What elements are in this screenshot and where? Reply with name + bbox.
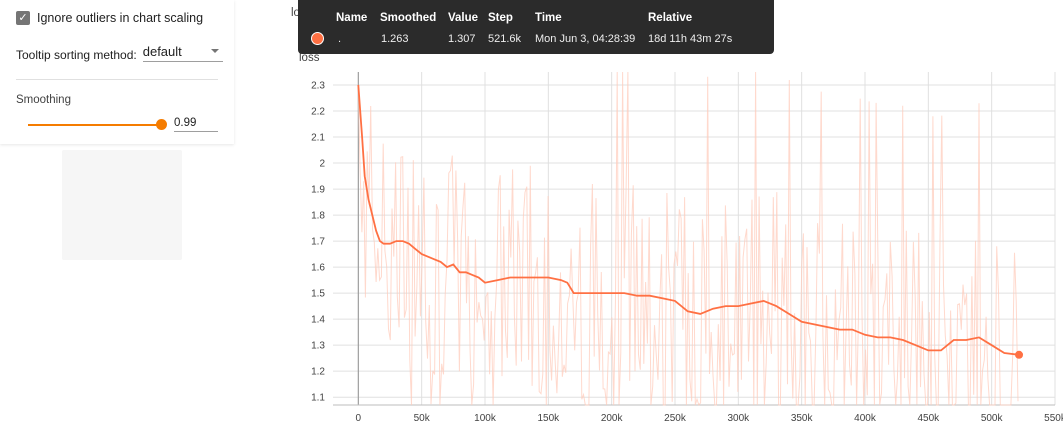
y-tick-label: 1.5 [311,289,325,300]
x-tick-label: 300k [727,413,750,424]
y-tick-label: 1.1 [311,393,325,404]
x-tick-label: 150k [537,413,560,424]
tooltip-header-name: Name [336,12,368,24]
hover-point-marker [1015,350,1024,359]
y-tick-label: 1.7 [311,237,325,248]
chart-title: loss [299,52,320,64]
y-tick-label: 1.3 [311,341,325,352]
y-tick-label: 1.4 [311,315,325,326]
ignore-outliers-row[interactable]: ✓ Ignore outliers in chart scaling [16,11,203,25]
y-tick-label: 1.6 [311,263,325,274]
smoothing-label: Smoothing [16,94,71,106]
tooltip-name-value: . [338,33,342,45]
raw-loss-line [357,71,1019,407]
x-tick-label: 550k [1044,413,1063,424]
x-tick-label: 400k [854,413,877,424]
tooltip-sorting-select[interactable]: default [142,44,223,62]
tooltip-header-relative: Relative [648,12,693,24]
tooltip-sorting-label: Tooltip sorting method: [16,48,137,62]
divider [16,79,218,80]
smoothing-slider-track[interactable] [28,124,161,126]
chart-tooltip: Name Smoothed Value Step Time Relative .… [298,0,774,54]
x-tick-label: 250k [664,413,687,424]
y-tick-label: 2.1 [311,133,325,144]
smoothed-loss-line [357,84,1020,356]
x-tick-label: 0 [356,413,362,424]
background-panel [62,150,182,260]
tooltip-value-value: 1.307 [448,33,476,45]
tooltip-sorting-value: default [142,44,182,59]
tooltip-header-value: Value [448,12,479,24]
y-tick-label: 2 [319,159,325,170]
tooltip-header-time: Time [535,12,562,24]
x-tick-label: 350k [791,413,814,424]
tooltip-header-step: Step [488,12,513,24]
y-tick-label: 1.8 [311,211,325,222]
x-tick-label: 500k [981,413,1004,424]
smoothing-value-input[interactable]: 0.99 [174,117,218,132]
y-tick-label: 2.3 [311,81,325,92]
chart-ticks: 1.1 1.2 1.3 1.4 1.5 1.6 1.7 1.8 1.9 2 2.1 2.2 2.3 0 50… [311,81,1063,424]
x-tick-label: 450k [917,413,940,424]
y-tick-label: 1.2 [311,367,325,378]
y-tick-label: 2.2 [311,107,325,118]
y-tick-label: 1.9 [311,185,325,196]
tooltip-step-value: 521.6k [488,33,522,45]
ignore-outliers-checkbox[interactable]: ✓ [16,11,30,25]
x-tick-label: 100k [474,413,497,424]
tooltip-sorting-row: Tooltip sorting method: default [16,44,223,62]
ignore-outliers-label: Ignore outliers in chart scaling [37,11,204,25]
chevron-down-icon [210,49,219,53]
tooltip-relative-value: 18d 11h 43m 27s [648,33,733,45]
smoothed-series [357,84,1024,359]
series-color-icon [311,32,324,45]
tooltip-smoothed-value: 1.263 [381,33,409,45]
smoothing-slider-handle[interactable] [155,119,167,130]
tooltip-header-smoothed: Smoothed [380,12,437,24]
x-tick-label: 200k [601,413,624,424]
tooltip-time-value: Mon Jun 3, 04:28:39 [535,33,636,45]
settings-panel: ✓ Ignore outliers in chart scaling Toolt… [0,0,234,144]
x-tick-label: 50k [414,413,431,424]
raw-series [357,71,1019,407]
